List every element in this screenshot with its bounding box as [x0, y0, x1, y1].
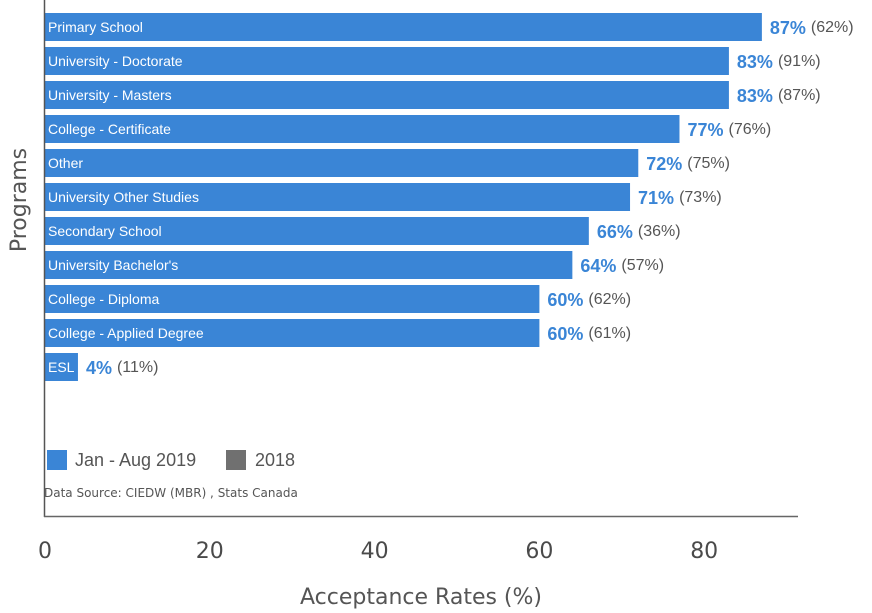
x-tick-label: 60 [525, 539, 553, 564]
data-label-2019: 87% [770, 18, 806, 38]
data-label-2019: 83% [737, 52, 773, 72]
bar-primary-school [45, 13, 762, 41]
bar-category-label: College - Applied Degree [48, 325, 204, 341]
data-label-2018: (57%) [621, 257, 664, 274]
legend-label-jan-aug-2019: Jan - Aug 2019 [75, 450, 196, 470]
bar-university-masters [45, 81, 729, 109]
data-label-2018: (11%) [117, 359, 158, 376]
bar-college-diploma [45, 285, 540, 313]
data-label-2019: 4% [86, 358, 112, 378]
data-label-2019: 64% [580, 256, 616, 276]
data-source-note: Data Source: CIEDW (MBR) , Stats Canada [44, 486, 298, 500]
data-label-2018: (76%) [729, 121, 772, 138]
data-label-2019: 77% [687, 120, 723, 140]
legend-swatch-jan-aug-2019 [47, 450, 67, 470]
bar-esl [45, 353, 78, 381]
x-tick-label: 80 [690, 539, 718, 564]
bar-university-other-studies [45, 183, 631, 211]
data-label-2018: (62%) [588, 291, 631, 308]
data-label-2019: 72% [646, 154, 682, 174]
bar-category-label: ESL [48, 359, 75, 375]
bar-college-applied-degree [45, 319, 540, 347]
data-label-2018: (61%) [588, 325, 631, 342]
bar-category-label: University - Doctorate [48, 53, 183, 69]
x-tick-label: 40 [361, 539, 389, 564]
x-tick-label: 20 [196, 539, 224, 564]
bar-category-label: Secondary School [48, 223, 162, 239]
bar-category-label: University Bachelor's [48, 257, 178, 273]
bar-university-bachelor-s [45, 251, 573, 279]
bar-category-label: University - Masters [48, 87, 172, 103]
data-label-2018: (73%) [679, 189, 722, 206]
data-label-2019: 60% [547, 324, 583, 344]
y-axis-title: Programs [7, 148, 32, 252]
x-tick-label: 0 [38, 539, 52, 564]
data-label-2019: 60% [547, 290, 583, 310]
data-label-2018: (62%) [811, 19, 854, 36]
bar-category-label: Primary School [48, 19, 143, 35]
data-label-2018: (87%) [778, 87, 821, 104]
legend: Jan - Aug 2019 2018 [47, 450, 295, 470]
legend-swatch-2018 [226, 450, 246, 470]
bar-other [45, 149, 639, 177]
data-label-2019: 71% [638, 188, 674, 208]
bar-category-label: University Other Studies [48, 189, 199, 205]
data-label-2018: (36%) [638, 223, 681, 240]
data-label-2018: (75%) [687, 155, 730, 172]
legend-label-2018: 2018 [255, 450, 295, 470]
bar-category-label: College - Certificate [48, 121, 171, 137]
bar-college-certificate [45, 115, 680, 143]
data-label-2019: 83% [737, 86, 773, 106]
x-ticks-group: 0 20 40 60 80 [38, 539, 718, 564]
bar-secondary-school [45, 217, 589, 245]
bar-category-label: College - Diploma [48, 291, 159, 307]
bars-group: Primary School 87% (62%) University - Docto… [45, 13, 854, 381]
bar-category-label: Other [48, 155, 83, 171]
data-label-2019: 66% [597, 222, 633, 242]
data-label-2018: (91%) [778, 53, 821, 70]
bar-university-doctorate [45, 47, 729, 75]
x-axis-title: Acceptance Rates (%) [300, 585, 542, 610]
